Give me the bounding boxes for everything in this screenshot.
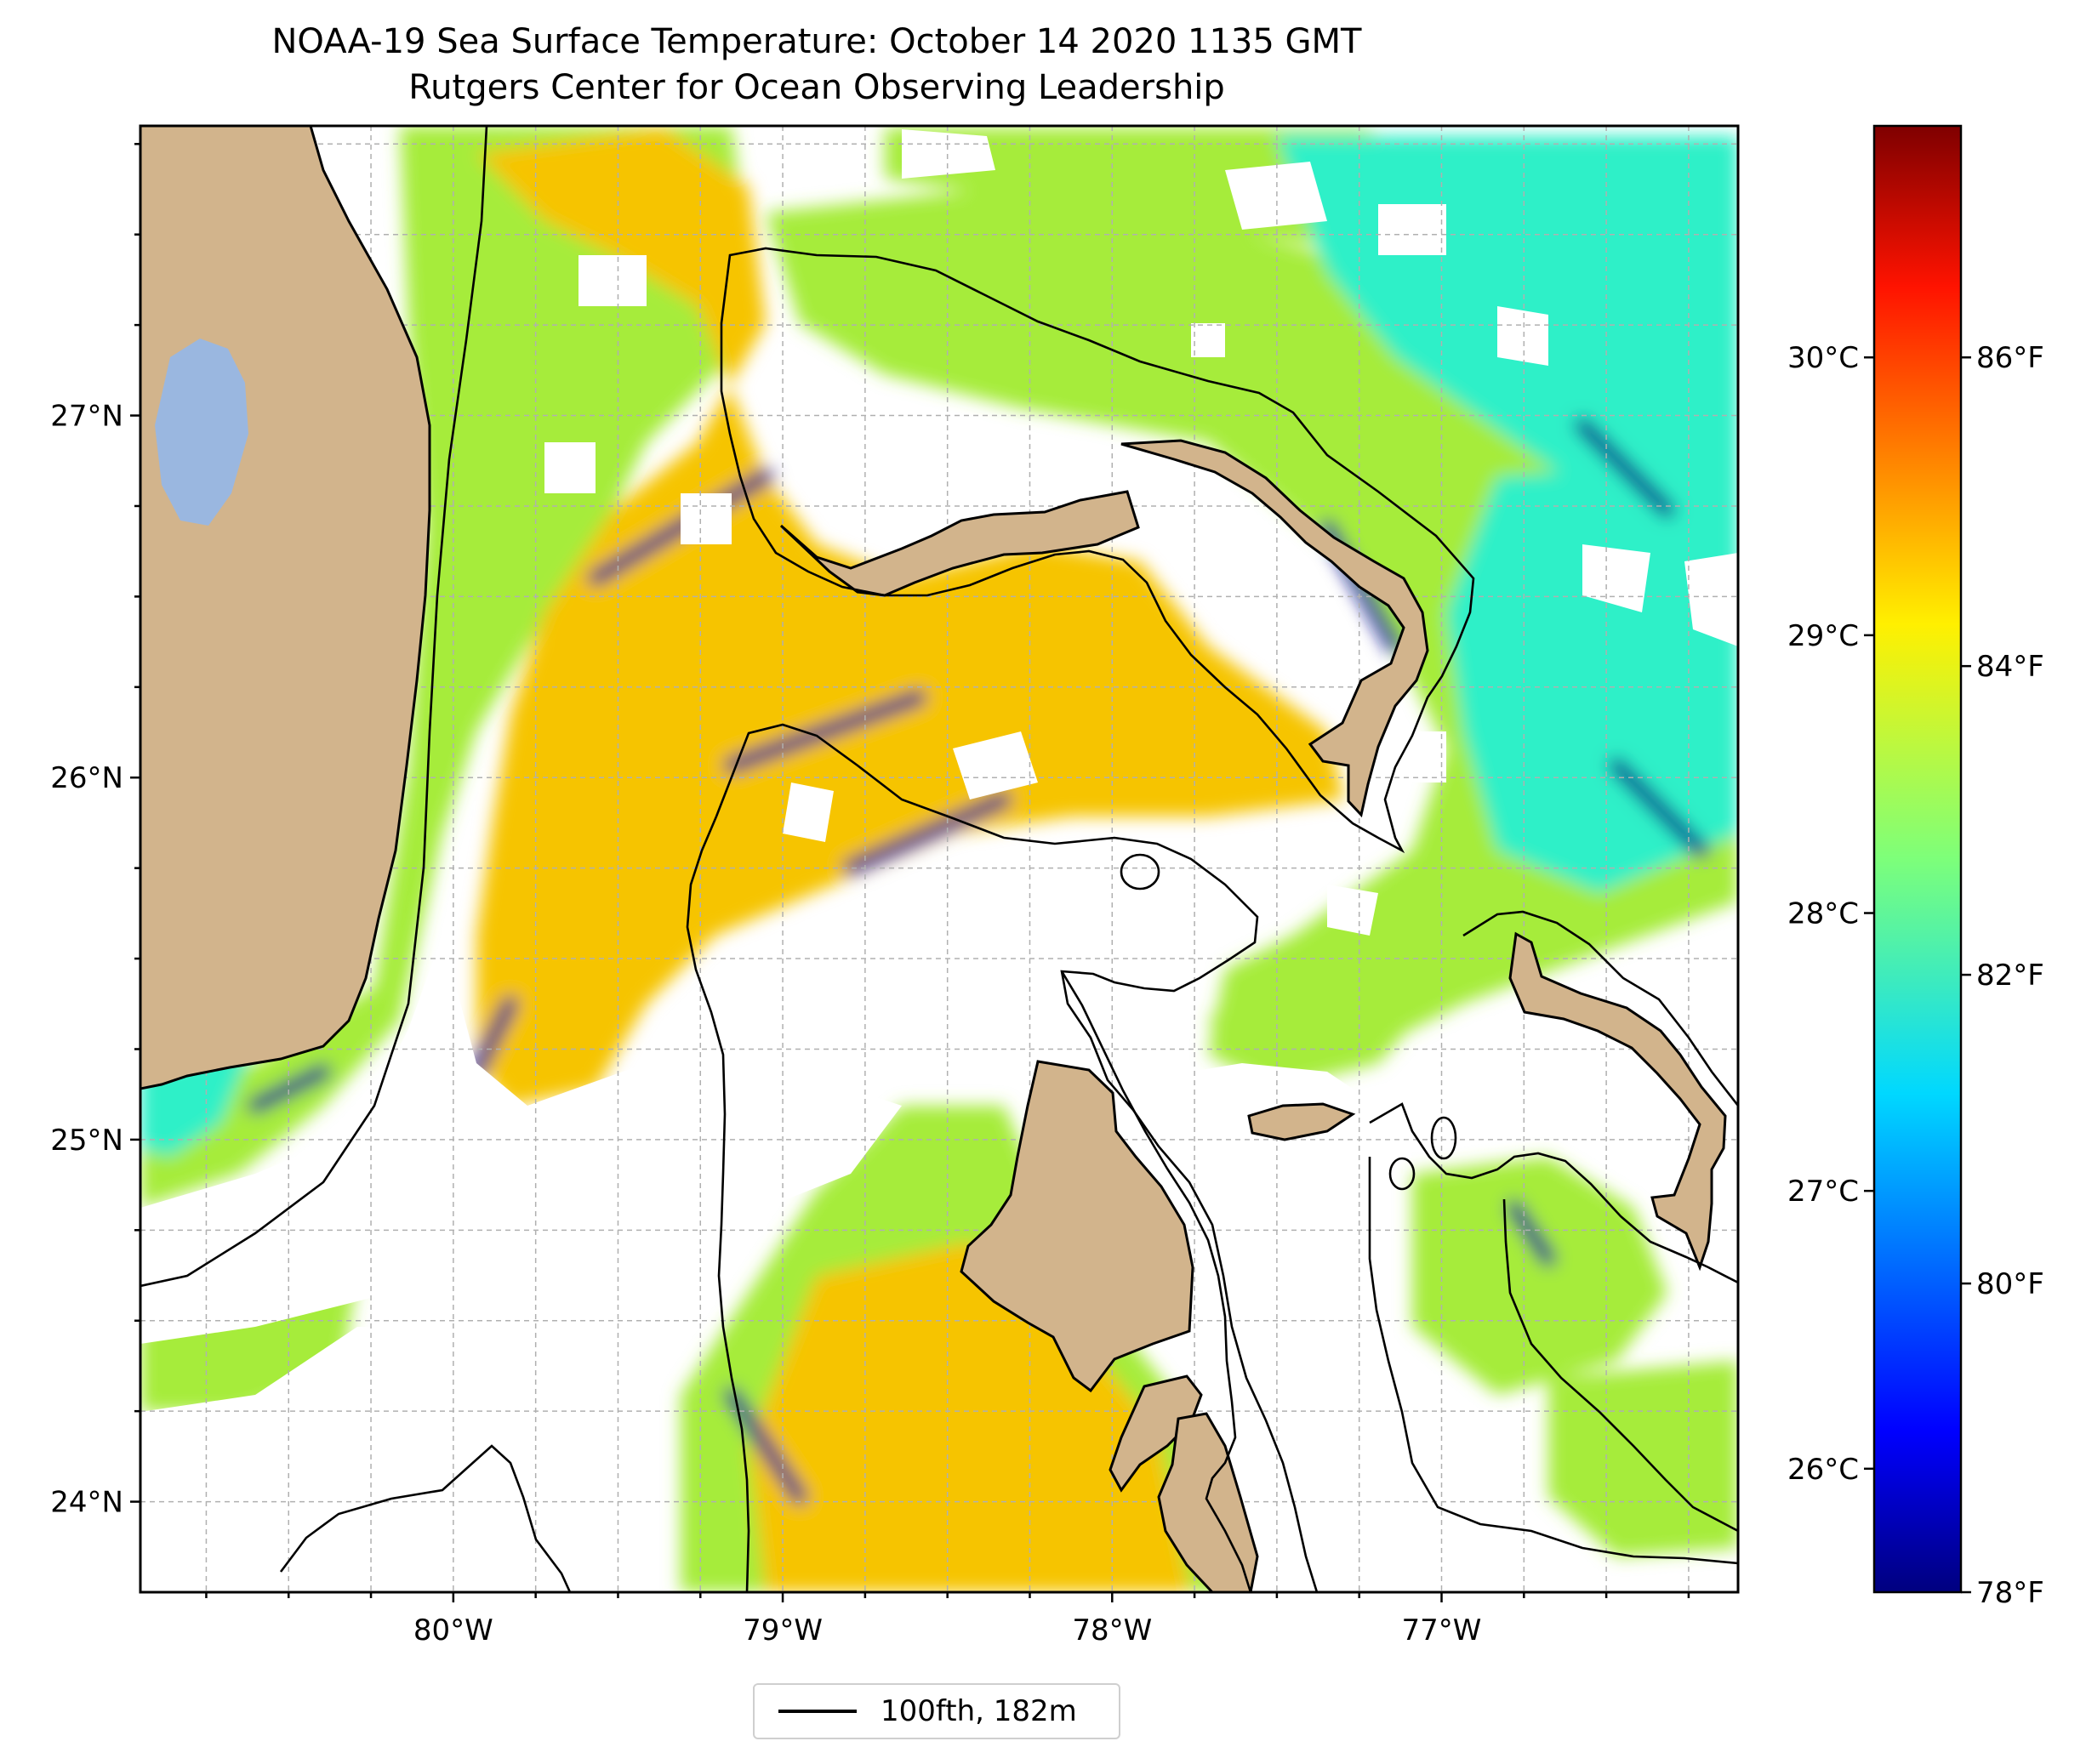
cloud-gap bbox=[1327, 1344, 1412, 1497]
exuma-bank-contour bbox=[1369, 1102, 1738, 1284]
cloud-gap bbox=[1497, 306, 1548, 366]
cold-streak bbox=[724, 1387, 807, 1505]
legend-label: 100fth, 182m bbox=[881, 1694, 1077, 1728]
longitude-ticks: 80°W 79°W 78°W 77°W bbox=[205, 1592, 1690, 1647]
little-bahama-bank-contour bbox=[720, 247, 1475, 854]
cloud-gap bbox=[140, 1327, 459, 1592]
colorbar-f-label: 82°F bbox=[1976, 959, 2044, 993]
map-legend: 100fth, 182m bbox=[753, 1683, 1120, 1739]
cloud-gap bbox=[1191, 1063, 1412, 1259]
sst-patch bbox=[1412, 1157, 1667, 1395]
cloud-gap bbox=[1225, 162, 1327, 230]
map-title: NOAA-19 Sea Surface Temperature: October… bbox=[271, 22, 1362, 61]
colorbar-f-label: 84°F bbox=[1976, 650, 2044, 684]
colorbar-f-label: 86°F bbox=[1976, 341, 2044, 375]
cloud-gap bbox=[1684, 553, 1738, 646]
sst-patch bbox=[1208, 902, 1446, 1089]
legend-line-swatch bbox=[778, 1710, 857, 1713]
tongue-of-ocean-contour bbox=[1060, 970, 1252, 1592]
colorbar-celsius-ticks: 30°C 29°C 28°C 27°C 26°C bbox=[1787, 341, 1874, 1487]
sst-patch bbox=[1446, 459, 1738, 893]
colorbar-f-label: 78°F bbox=[1976, 1576, 2044, 1610]
cloud-gap bbox=[1378, 204, 1446, 255]
cloud-gap bbox=[902, 129, 995, 179]
cold-streak bbox=[1609, 758, 1709, 858]
lat-tick-label: 26°N bbox=[50, 761, 123, 795]
sst-patch bbox=[749, 1242, 1191, 1592]
cloud-gap bbox=[817, 919, 885, 987]
lon-tick-label: 78°W bbox=[1072, 1613, 1152, 1647]
eleuthera-land bbox=[1508, 931, 1727, 1272]
cloud-gap bbox=[953, 731, 1038, 799]
cloud-gap bbox=[783, 782, 834, 842]
abaco-land bbox=[1120, 439, 1429, 818]
colorbar-c-label: 28°C bbox=[1787, 897, 1859, 931]
exuma-sound-south-contour bbox=[1502, 1198, 1738, 1533]
sst-patch bbox=[140, 126, 749, 1208]
cloud-gap bbox=[1327, 885, 1378, 936]
cloud-gap bbox=[1378, 731, 1446, 782]
colorbar bbox=[1872, 124, 1963, 1594]
cloud-gap bbox=[681, 493, 732, 544]
map-frame bbox=[139, 124, 1740, 1594]
cloud-gap bbox=[1191, 323, 1225, 357]
lon-tick-label: 77°W bbox=[1402, 1613, 1482, 1647]
exuma-chain-contour bbox=[1368, 1157, 1738, 1565]
andros-land bbox=[960, 1060, 1194, 1393]
bimini-shoal-contour bbox=[1120, 853, 1160, 891]
lon-tick-label: 80°W bbox=[413, 1613, 493, 1647]
cold-streak bbox=[843, 792, 1012, 875]
lat-tick-label: 27°N bbox=[50, 400, 123, 434]
colorbar-c-label: 29°C bbox=[1787, 619, 1859, 653]
cloud-gap bbox=[1582, 544, 1650, 612]
land-layer bbox=[140, 126, 1727, 1592]
map-subtitle: Rutgers Center for Ocean Observing Leade… bbox=[408, 68, 1225, 107]
cold-streak bbox=[1575, 418, 1675, 518]
cold-streak bbox=[248, 1064, 331, 1113]
bathymetry-contours bbox=[140, 126, 1738, 1592]
cold-streak bbox=[1507, 1200, 1556, 1266]
exuma-sound-contour bbox=[1462, 910, 1738, 1107]
latitude-ticks: 27°N 26°N 25°N 24°N bbox=[50, 143, 140, 1520]
cold-streak bbox=[469, 996, 518, 1079]
lat-tick-label: 24°N bbox=[50, 1486, 123, 1520]
shoal-contour-a bbox=[1430, 1116, 1457, 1160]
florida-contour bbox=[140, 126, 488, 1288]
sst-patch bbox=[476, 128, 1344, 1106]
cloud-gap bbox=[544, 442, 596, 493]
lat-tick-label: 25°N bbox=[50, 1124, 123, 1158]
colorbar-c-label: 27°C bbox=[1787, 1175, 1859, 1209]
grand-bahama-land bbox=[779, 490, 1140, 597]
colorbar-fahrenheit-ticks: 86°F 84°F 82°F 80°F 78°F bbox=[1961, 341, 2044, 1610]
andros-south-land bbox=[1109, 1374, 1203, 1493]
great-bahama-bank-contour bbox=[715, 723, 1319, 1592]
cloud-gap bbox=[578, 255, 647, 306]
colorbar-c-label: 30°C bbox=[1787, 341, 1859, 375]
shoal-contour-b bbox=[1388, 1157, 1416, 1191]
cloud-gap bbox=[715, 1072, 902, 1259]
new-providence-land bbox=[1247, 1102, 1356, 1141]
cay-sal-contour bbox=[279, 1444, 572, 1592]
west-bank-contour bbox=[686, 816, 750, 1592]
cold-streak bbox=[724, 690, 926, 773]
colorbar-c-label: 26°C bbox=[1787, 1453, 1859, 1487]
lake-okeechobee bbox=[155, 339, 248, 526]
colorbar-f-label: 80°F bbox=[1976, 1267, 2044, 1301]
lon-tick-label: 79°W bbox=[743, 1613, 823, 1647]
